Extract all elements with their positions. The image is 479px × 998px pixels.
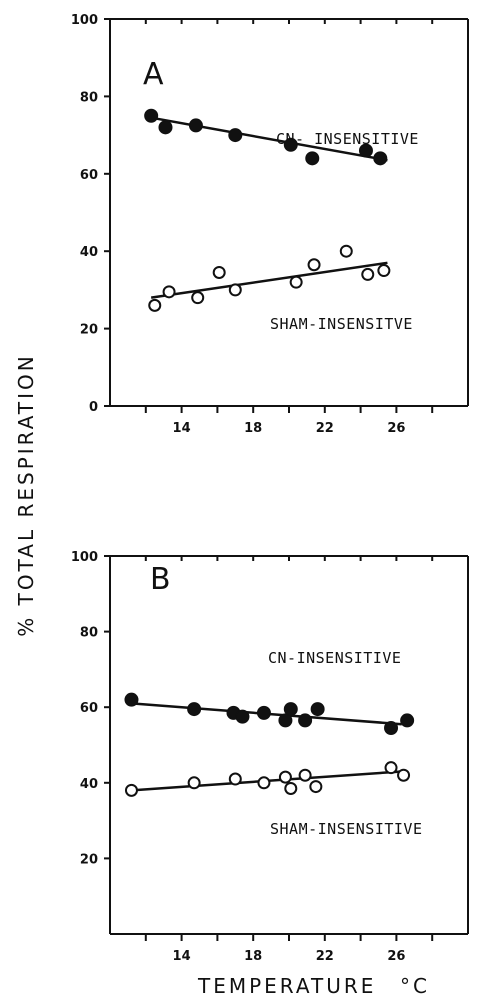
x-tick-label: 26	[387, 421, 405, 436]
y-tick-label: 100	[71, 550, 98, 565]
y-tick-label: 0	[89, 400, 98, 415]
open-data-point	[377, 264, 391, 278]
x-tick-label: 14	[173, 949, 191, 964]
y-axis-title: % TOTAL RESPIRATION	[14, 353, 38, 636]
x-tick-label: 18	[244, 421, 262, 436]
filled-data-point	[283, 702, 298, 717]
x-tick-label: 26	[387, 949, 405, 964]
y-tick-label: 20	[80, 852, 98, 867]
open-data-point	[384, 761, 398, 775]
open-data-point	[298, 768, 312, 782]
open-data-point	[289, 275, 303, 289]
filled-data-point	[384, 720, 399, 735]
x-tick-label: 14	[173, 421, 191, 436]
filled-data-point	[188, 118, 203, 133]
x-tick-label: 22	[316, 421, 334, 436]
filled-data-point	[400, 713, 415, 728]
filled-data-point	[228, 128, 243, 143]
open-data-point	[278, 770, 292, 784]
filled-data-point	[310, 702, 325, 717]
open-data-point	[307, 258, 321, 272]
y-tick-label: 40	[80, 777, 98, 792]
open-data-point	[124, 783, 138, 797]
filled-data-point	[124, 692, 139, 707]
x-tick-label: 18	[244, 949, 262, 964]
series-annotation: CN- INSENSITIVE	[276, 130, 419, 148]
y-tick-label: 100	[71, 13, 98, 28]
open-data-point	[187, 776, 201, 790]
open-data-point	[191, 291, 205, 305]
open-data-point	[309, 780, 323, 794]
series-annotation: CN-INSENSITIVE	[268, 649, 401, 667]
open-data-point	[284, 781, 298, 795]
x-axis-unit: °C	[400, 974, 430, 998]
filled-data-point	[283, 137, 298, 152]
filled-data-point	[305, 151, 320, 166]
series-annotation: SHAM-INSENSITVE	[270, 315, 413, 333]
filled-data-point	[278, 713, 293, 728]
y-tick-label: 80	[80, 90, 98, 105]
x-tick-label: 22	[316, 949, 334, 964]
open-data-point	[257, 776, 271, 790]
filled-data-point	[158, 120, 173, 135]
open-data-point	[339, 244, 353, 258]
filled-data-point	[358, 143, 373, 158]
open-data-point	[212, 265, 226, 279]
filled-data-point	[187, 702, 202, 717]
open-data-point	[162, 285, 176, 299]
y-tick-label: 20	[80, 323, 98, 338]
panel-letter: B	[150, 562, 171, 597]
open-data-point	[397, 768, 411, 782]
open-data-point	[228, 283, 242, 297]
series-annotation: SHAM-INSENSITIVE	[270, 820, 423, 838]
filled-data-point	[144, 108, 159, 123]
y-tick-label: 60	[80, 701, 98, 716]
panel-letter: A	[143, 57, 164, 92]
regression-line	[150, 261, 388, 299]
panel-b: 20 40 60 80 100 14 18 22 26 B CN-INSENSITIVE SHAM-I…	[71, 550, 469, 964]
y-tick-label: 60	[80, 168, 98, 183]
y-tick-label: 40	[80, 245, 98, 260]
x-axis-title: TEMPERATURE	[197, 974, 376, 998]
filled-data-point	[235, 709, 250, 724]
open-data-point	[361, 267, 375, 281]
filled-data-point	[373, 151, 388, 166]
filled-data-point	[298, 713, 313, 728]
panel-a: 0 20 40 60 80 100 14 18 22 26 A CN- INSENSITIVE SHAM…	[71, 13, 469, 436]
y-tick-label: 80	[80, 626, 98, 641]
filled-data-point	[256, 705, 271, 720]
open-data-point	[148, 298, 162, 312]
open-data-point	[228, 772, 242, 786]
